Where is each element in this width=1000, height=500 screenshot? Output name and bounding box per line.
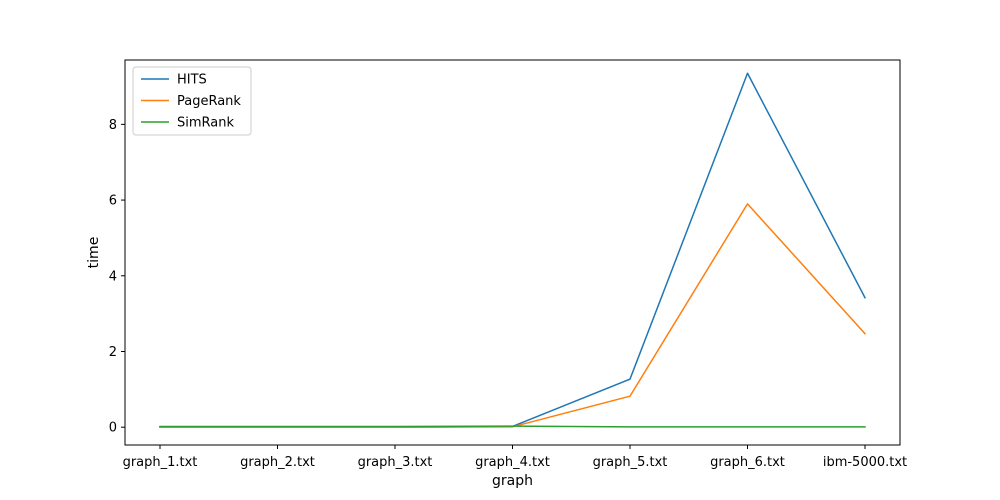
series-line-pagerank xyxy=(159,203,867,428)
legend-label: SimRank xyxy=(177,116,234,131)
x-tick-label: ibm-5000.txt xyxy=(823,455,907,470)
y-tick-label: 4 xyxy=(109,269,117,284)
y-axis-label: time xyxy=(86,237,102,269)
y-tick-label: 6 xyxy=(109,194,117,209)
x-tick-label: graph_5.txt xyxy=(593,455,668,470)
legend: HITS PageRank SimRank xyxy=(132,66,252,136)
legend-box xyxy=(132,66,252,136)
x-tick-label: graph_6.txt xyxy=(710,455,785,470)
plot-area xyxy=(159,72,867,428)
y-tick-label: 0 xyxy=(109,421,117,436)
legend-label: PageRank xyxy=(177,94,241,109)
x-axis-label: graph xyxy=(492,473,533,489)
x-tick-label: graph_1.txt xyxy=(123,455,198,470)
x-tick-label: graph_4.txt xyxy=(475,455,550,470)
x-axis: graph_1.txt graph_2.txt graph_3.txt graph_4… xyxy=(123,445,907,470)
series-line-simrank xyxy=(159,425,866,428)
legend-label: HITS xyxy=(177,73,207,88)
x-tick-label: graph_3.txt xyxy=(358,455,433,470)
y-tick-label: 2 xyxy=(109,345,117,360)
y-tick-label: 8 xyxy=(109,118,117,133)
x-tick-label: graph_2.txt xyxy=(240,455,315,470)
y-axis: 0 2 4 6 8 xyxy=(109,118,125,436)
